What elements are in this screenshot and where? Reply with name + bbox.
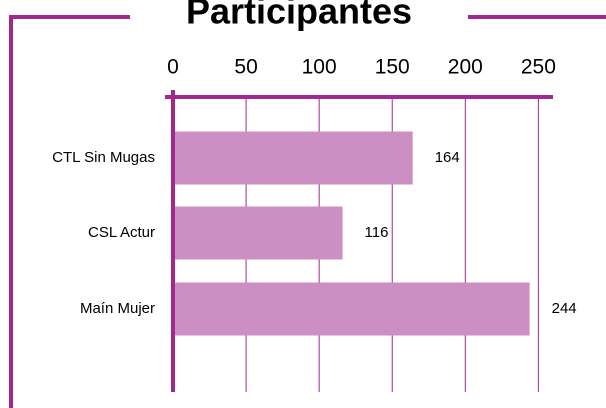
value-label: 116 — [365, 224, 389, 241]
bar — [173, 282, 530, 336]
value-label: 244 — [552, 300, 577, 317]
bar — [173, 206, 343, 260]
x-tick-label: 250 — [521, 56, 556, 79]
bar — [173, 131, 413, 185]
x-tick-label: 0 — [167, 56, 179, 79]
x-tick-label: 50 — [234, 56, 257, 79]
y-tick-label: CTL Sin Mugas — [52, 149, 155, 166]
y-tick-label: Maín Mujer — [80, 300, 155, 317]
x-tick-label: 200 — [448, 56, 483, 79]
x-tick-label: 100 — [302, 56, 337, 79]
x-tick-label: 150 — [375, 56, 410, 79]
y-tick-label: CSL Actur — [88, 224, 155, 241]
chart-title: Participantes — [186, 0, 412, 32]
value-label: 164 — [435, 149, 460, 166]
